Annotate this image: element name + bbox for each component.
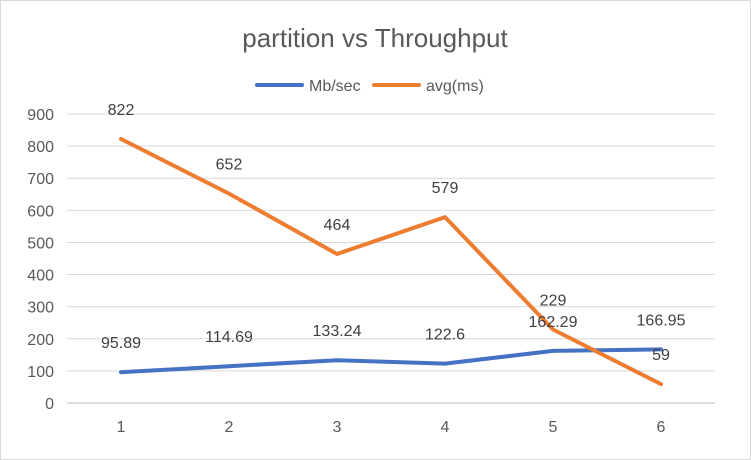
y-tick-label: 400: [27, 268, 54, 285]
data-labels: 95.89 114.69 133.24 122.6 162.29 166.95 822 652…: [101, 102, 686, 364]
series-line-avg-ms: [119, 137, 663, 387]
x-tick-label: 3: [333, 419, 342, 436]
data-label: 59: [652, 347, 670, 364]
y-axis-ticks: 0 100 200 300 400 500 600 700 800 900: [27, 107, 54, 413]
y-tick-label: 900: [27, 107, 54, 124]
x-tick-label: 1: [117, 419, 126, 436]
y-tick-label: 200: [27, 332, 54, 349]
series-line-mb-sec: [119, 347, 663, 375]
x-axis-ticks: 1 2 3 4 5 6: [117, 419, 666, 436]
y-tick-label: 500: [27, 235, 54, 252]
data-label: 652: [216, 157, 243, 174]
legend: Mb/sec avg(ms): [255, 78, 484, 95]
legend-item-mb-sec: Mb/sec: [255, 78, 361, 95]
y-tick-label: 0: [45, 396, 54, 413]
y-tick-label: 700: [27, 171, 54, 188]
x-tick-label: 2: [225, 419, 234, 436]
y-tick-label: 100: [27, 364, 54, 381]
data-label: 464: [324, 217, 351, 234]
y-tick-label: 800: [27, 139, 54, 156]
legend-item-avg-ms: avg(ms): [372, 78, 484, 95]
data-label: 166.95: [637, 312, 686, 329]
data-label: 579: [432, 180, 459, 197]
data-label: 114.69: [205, 329, 253, 346]
gridlines: [67, 113, 715, 404]
data-label: 122.6: [425, 327, 465, 344]
x-tick-label: 5: [549, 419, 558, 436]
chart-title: partition vs Throughput: [242, 23, 508, 53]
x-tick-label: 4: [441, 419, 450, 436]
x-tick-label: 6: [657, 419, 666, 436]
y-tick-label: 600: [27, 203, 54, 220]
series-lines: [119, 137, 663, 387]
legend-label: Mb/sec: [309, 78, 361, 95]
legend-label: avg(ms): [426, 78, 484, 95]
data-label: 95.89: [101, 335, 141, 352]
data-label: 229: [540, 292, 567, 309]
data-label: 162.29: [529, 314, 578, 331]
data-label: 822: [108, 102, 135, 119]
data-label: 133.24: [313, 323, 362, 340]
y-tick-label: 300: [27, 300, 54, 317]
